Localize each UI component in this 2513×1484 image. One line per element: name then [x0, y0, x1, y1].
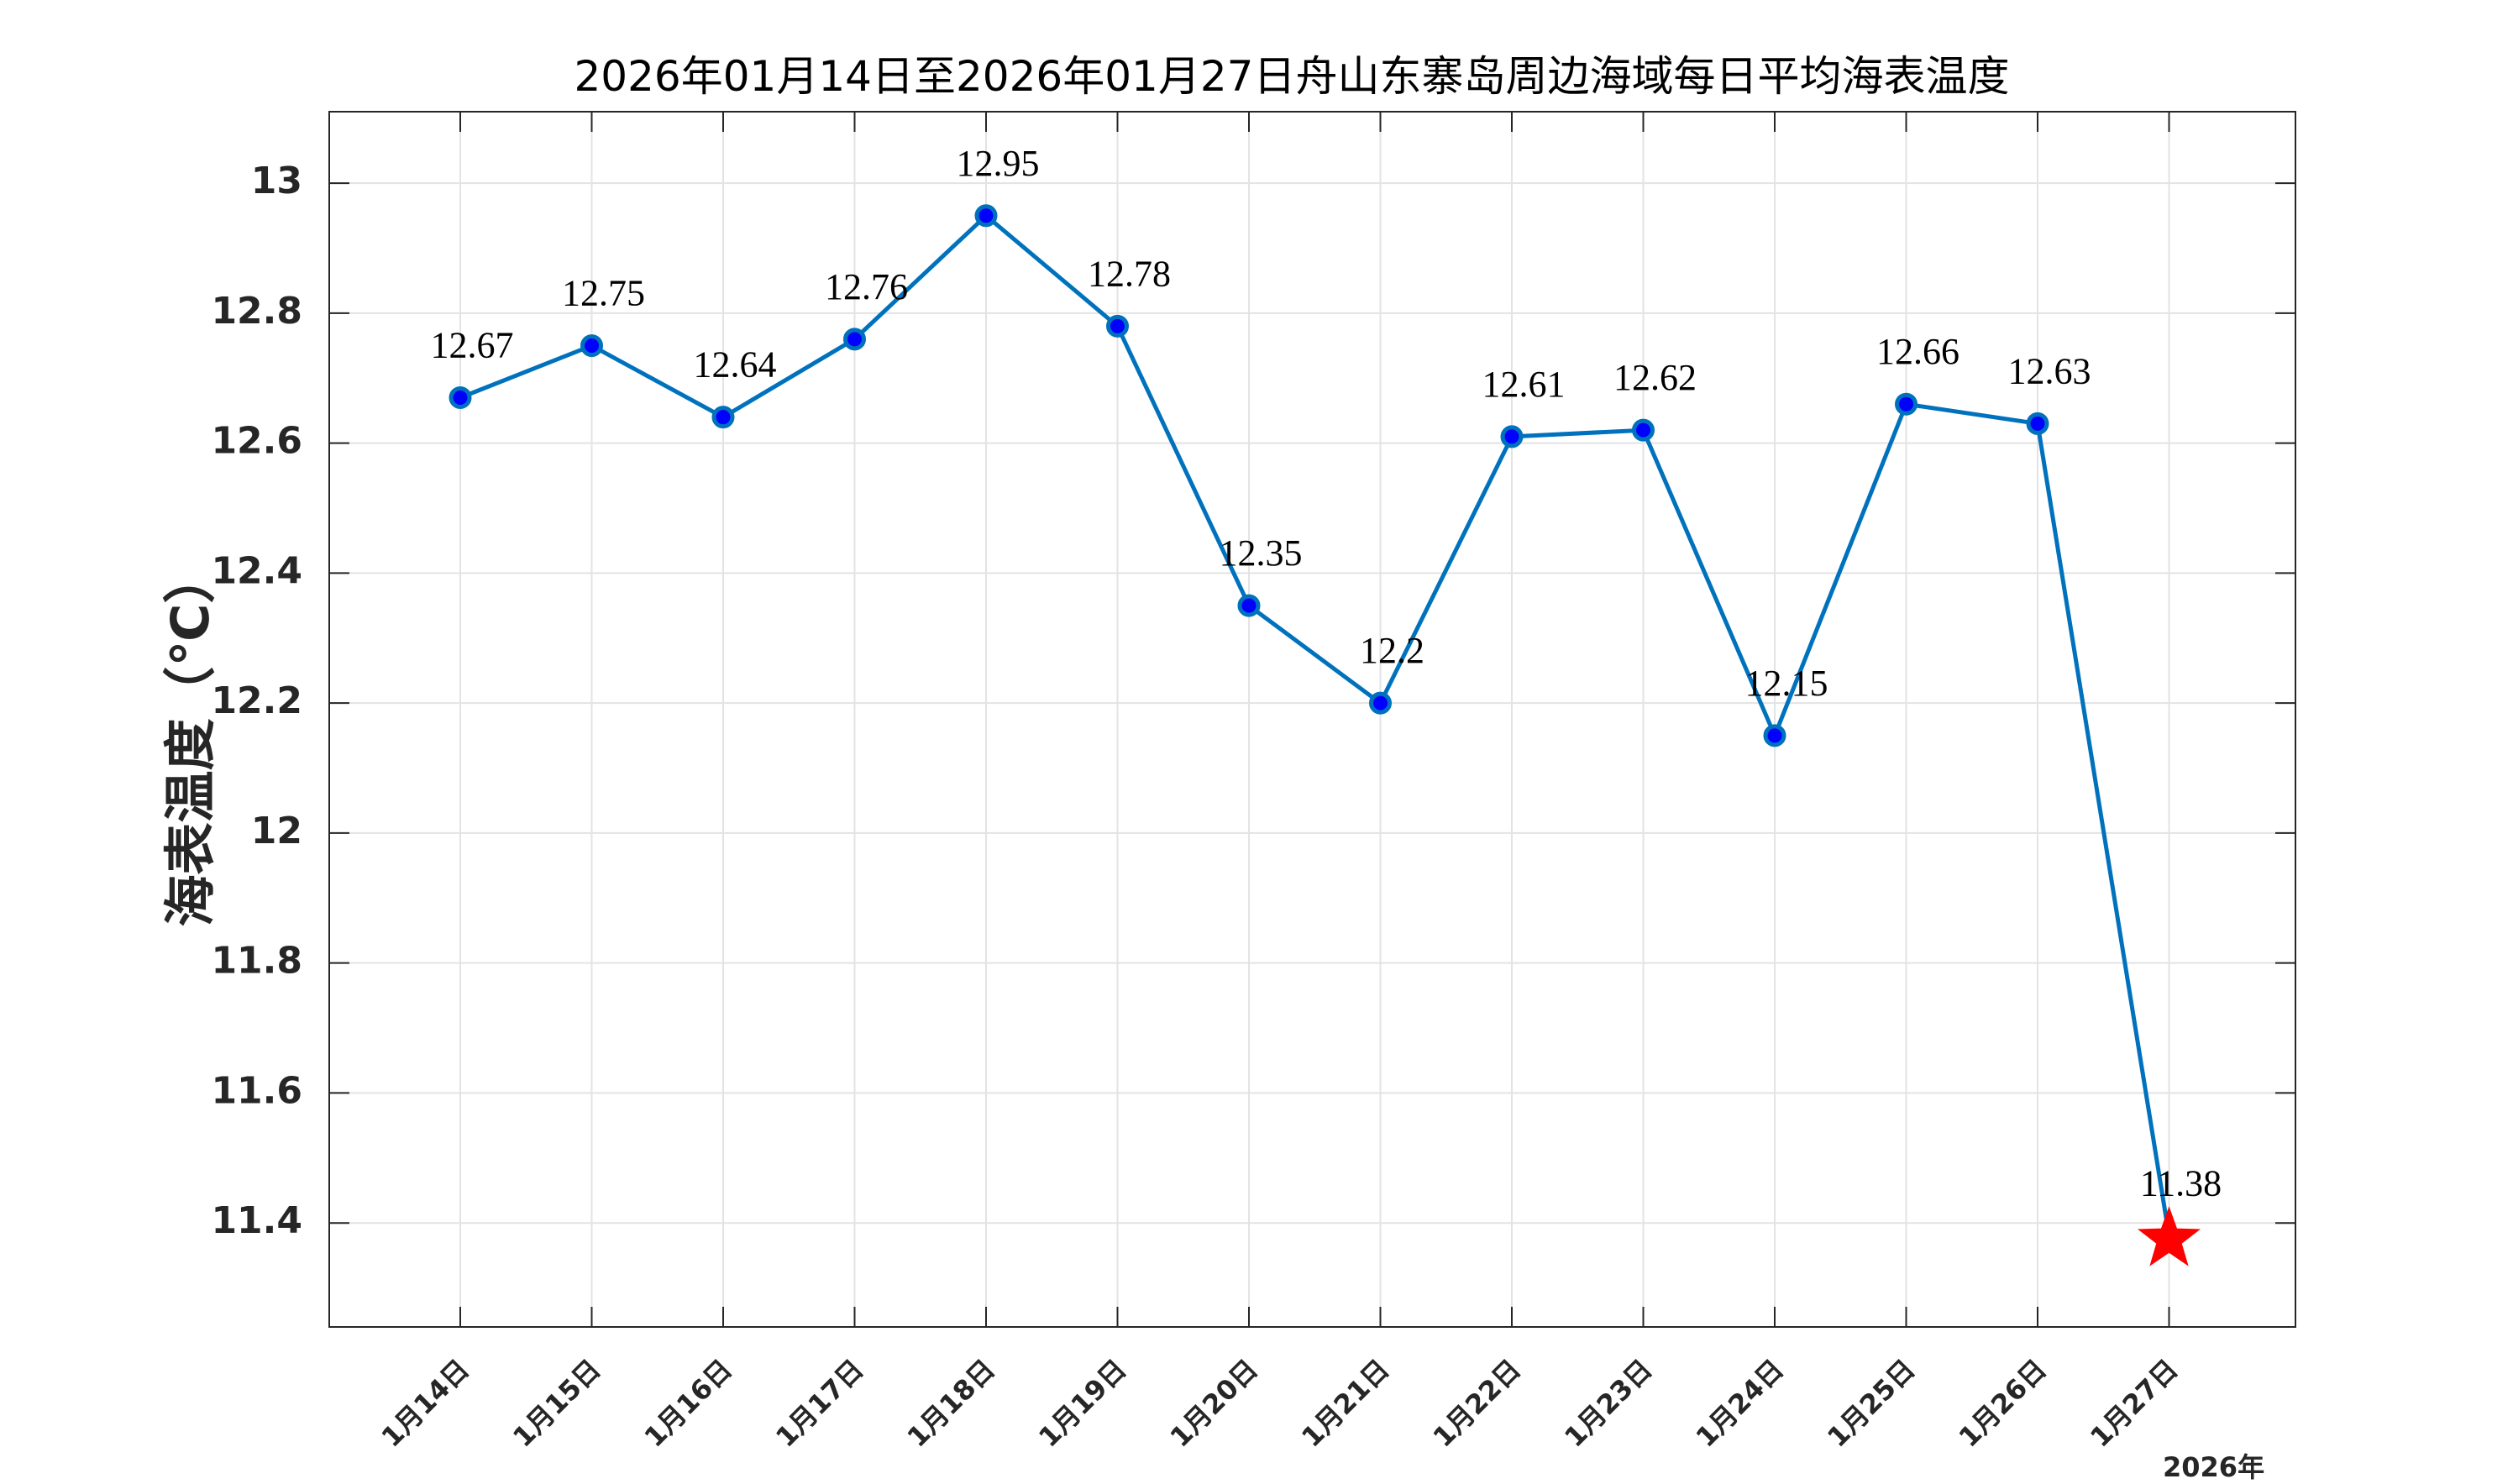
axis-ticks [329, 112, 2295, 1327]
x-tick-label: 1月24日 [1690, 1353, 1790, 1453]
y-tick-label: 13 [251, 160, 302, 202]
data-point [1369, 691, 1392, 715]
data-label: 12.76 [825, 266, 908, 307]
x-tick-label: 1月14日 [375, 1353, 475, 1453]
x-tick-label: 1月25日 [1821, 1353, 1921, 1453]
data-label: 12.67 [431, 324, 514, 365]
data-label: 12.35 [1220, 532, 1303, 574]
x-tick-label: 1月27日 [2084, 1353, 2184, 1453]
data-point [1763, 724, 1786, 747]
data-label: 12.63 [2008, 350, 2091, 391]
data-point [711, 406, 735, 429]
x-tick-label: 1月23日 [1558, 1353, 1658, 1453]
year-label: 2026年 [2163, 1451, 2264, 1483]
data-point [1106, 314, 1129, 338]
x-tick-label: 1月19日 [1032, 1353, 1132, 1453]
y-tick-label: 11.8 [211, 940, 302, 983]
data-point [1237, 594, 1261, 617]
data-label: 12.2 [1360, 630, 1424, 671]
data-label: 12.78 [1088, 253, 1171, 294]
series-sea-surface-temperature [449, 204, 2201, 1266]
data-point [974, 204, 998, 228]
data-point [1895, 392, 1918, 416]
data-point [580, 334, 603, 358]
y-tick-label: 12.8 [211, 290, 302, 333]
data-labels: 12.67 12.75 12.64 12.76 12.95 12.78 12.35 12.2 1… [431, 143, 2222, 1204]
data-label: 12.64 [694, 344, 777, 385]
y-axis-label: 海表温度（℃） [160, 551, 221, 926]
y-tick-label: 12 [251, 810, 302, 852]
x-tick-label: 1月20日 [1164, 1353, 1264, 1453]
x-tick-label: 1月17日 [769, 1353, 869, 1453]
star-icon [2137, 1206, 2201, 1266]
plot-frame [328, 111, 2296, 1328]
x-axis-tick-labels: 1月14日 1月15日 1月16日 1月17日 1月18日 1月19日 1月20日 1月21日… [375, 1353, 2185, 1453]
series-line [459, 213, 2171, 1237]
y-tick-label: 12.2 [211, 679, 302, 722]
chart-title: 2026年01月14日至2026年01月27日舟山东寨岛周边海域每日平均海表温度 [574, 52, 2010, 101]
y-tick-label: 11.4 [211, 1199, 302, 1242]
x-tick-label: 1月15日 [506, 1353, 606, 1453]
grid [329, 112, 2295, 1327]
data-label: 12.75 [562, 273, 645, 314]
x-tick-label: 1月16日 [638, 1353, 738, 1453]
y-tick-label: 12.6 [211, 420, 302, 463]
x-tick-label: 1月22日 [1427, 1353, 1527, 1453]
y-tick-label: 11.6 [211, 1069, 302, 1112]
data-point [843, 328, 866, 351]
data-label: 11.38 [2140, 1163, 2222, 1204]
data-label: 12.61 [1482, 364, 1566, 405]
data-point [449, 385, 472, 409]
x-tick-label: 1月18日 [901, 1353, 1001, 1453]
data-point [2026, 412, 2049, 435]
data-point [1500, 425, 1524, 448]
x-tick-label: 1月21日 [1295, 1353, 1395, 1453]
data-label: 12.66 [1876, 331, 1960, 372]
data-point [1632, 418, 1655, 442]
y-tick-label: 12.4 [211, 549, 302, 592]
x-tick-label: 1月26日 [1953, 1353, 2053, 1453]
data-label: 12.15 [1745, 663, 1828, 704]
data-label: 12.95 [957, 143, 1040, 184]
data-label: 12.62 [1613, 357, 1697, 398]
y-axis-tick-labels: 11.4 11.6 11.8 12 12.2 12.4 12.6 12.8 13 [211, 160, 302, 1242]
